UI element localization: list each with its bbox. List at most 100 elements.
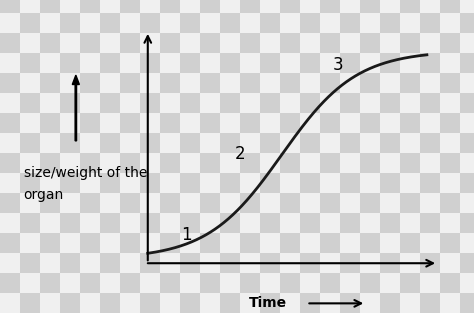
Bar (360, 133, 380, 153)
Bar (40, 93, 60, 113)
Bar (140, 193, 160, 213)
Bar (140, 93, 160, 113)
Bar (440, 33, 460, 53)
Text: 2: 2 (235, 145, 245, 163)
Bar (340, 253, 360, 273)
Bar (320, 273, 340, 293)
Bar (400, 193, 420, 213)
Bar (120, 233, 140, 253)
Bar (400, 233, 420, 253)
Bar (180, 0, 200, 13)
Bar (220, 253, 240, 273)
Bar (200, 133, 220, 153)
Bar (80, 13, 100, 33)
Bar (400, 173, 420, 193)
Bar (60, 293, 80, 313)
Bar (160, 113, 180, 133)
Bar (100, 113, 120, 133)
Bar (300, 133, 320, 153)
Bar (0, 293, 20, 313)
Bar (400, 0, 420, 13)
Bar (440, 73, 460, 93)
Bar (440, 193, 460, 213)
Bar (160, 213, 180, 233)
Bar (240, 133, 260, 153)
Bar (460, 133, 474, 153)
Bar (140, 153, 160, 173)
Bar (0, 33, 20, 53)
Bar (260, 73, 280, 93)
Bar (80, 273, 100, 293)
Bar (40, 53, 60, 73)
Bar (100, 153, 120, 173)
Bar (40, 293, 60, 313)
Bar (140, 13, 160, 33)
Bar (60, 153, 80, 173)
Bar (100, 293, 120, 313)
Bar (260, 273, 280, 293)
Bar (80, 193, 100, 213)
Bar (180, 93, 200, 113)
Bar (300, 193, 320, 213)
Bar (420, 13, 440, 33)
Bar (220, 113, 240, 133)
Bar (460, 53, 474, 73)
Bar (20, 173, 40, 193)
Bar (280, 293, 300, 313)
Bar (260, 213, 280, 233)
Bar (400, 13, 420, 33)
Bar (380, 93, 400, 113)
Bar (420, 173, 440, 193)
Bar (200, 193, 220, 213)
Bar (360, 193, 380, 213)
Bar (400, 53, 420, 73)
Bar (340, 0, 360, 13)
Bar (380, 273, 400, 293)
Bar (460, 93, 474, 113)
Bar (360, 153, 380, 173)
Bar (440, 273, 460, 293)
Bar (280, 273, 300, 293)
Bar (220, 233, 240, 253)
Bar (400, 253, 420, 273)
Bar (380, 233, 400, 253)
Bar (100, 13, 120, 33)
Bar (400, 293, 420, 313)
Bar (0, 0, 20, 13)
Bar (240, 233, 260, 253)
Bar (340, 153, 360, 173)
Bar (360, 213, 380, 233)
Bar (180, 53, 200, 73)
Bar (320, 253, 340, 273)
Bar (260, 253, 280, 273)
Bar (280, 173, 300, 193)
Bar (100, 233, 120, 253)
Bar (360, 13, 380, 33)
Bar (60, 213, 80, 233)
Bar (340, 33, 360, 53)
Bar (340, 53, 360, 73)
Bar (160, 0, 180, 13)
Bar (260, 53, 280, 73)
Bar (80, 33, 100, 53)
Bar (440, 213, 460, 233)
Bar (40, 33, 60, 53)
Bar (240, 13, 260, 33)
Bar (160, 293, 180, 313)
Bar (340, 93, 360, 113)
Bar (320, 53, 340, 73)
Bar (20, 193, 40, 213)
Bar (340, 13, 360, 33)
Bar (160, 153, 180, 173)
Bar (220, 133, 240, 153)
Bar (20, 213, 40, 233)
Bar (120, 113, 140, 133)
Bar (260, 93, 280, 113)
Bar (420, 293, 440, 313)
Bar (120, 293, 140, 313)
Bar (180, 273, 200, 293)
Bar (300, 173, 320, 193)
Bar (360, 33, 380, 53)
Bar (320, 293, 340, 313)
Bar (20, 113, 40, 133)
